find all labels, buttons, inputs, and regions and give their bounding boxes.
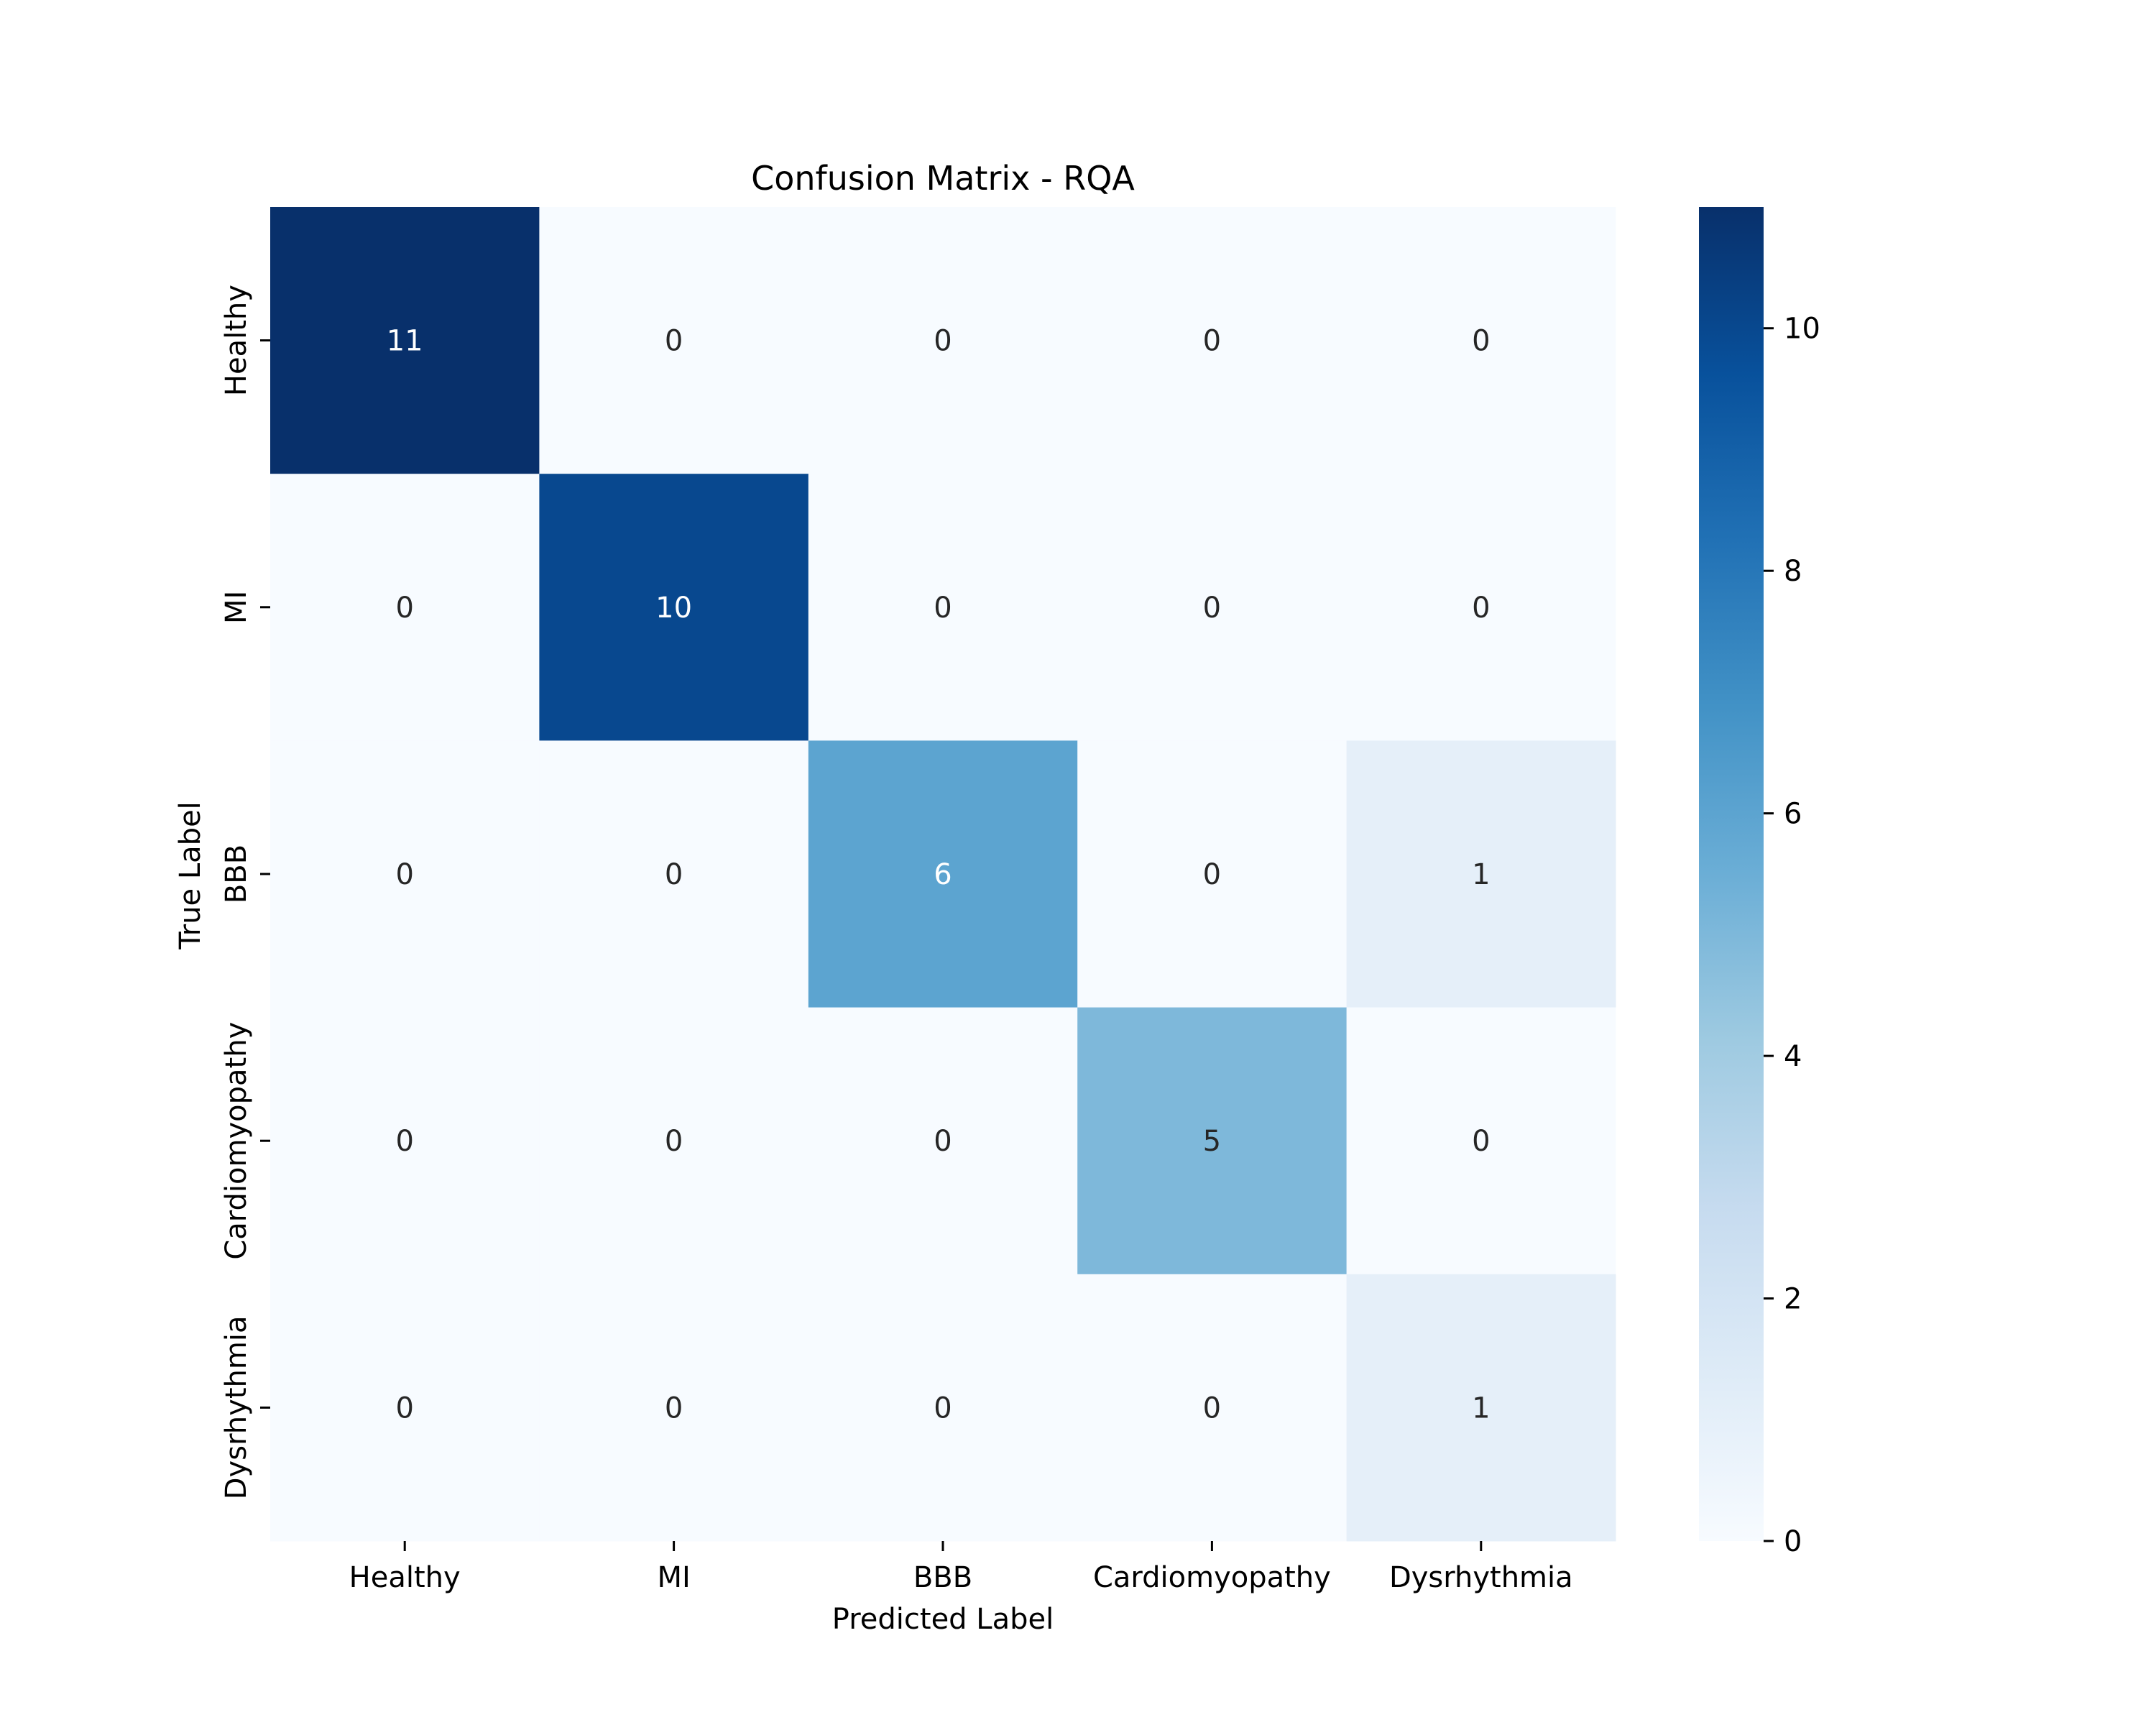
cell-value-1-1: 10	[655, 592, 692, 625]
cell-value-2-1: 0	[665, 858, 683, 891]
heatmap-cell-2-4	[1346, 740, 1616, 1008]
heatmap-cell-0-0	[270, 207, 540, 474]
cell-value-2-0: 0	[395, 858, 413, 891]
heatmap-cell-1-3	[1077, 474, 1348, 741]
heatmap-cells	[270, 207, 1616, 1542]
heatmap-cell-4-0	[270, 1274, 540, 1542]
heatmap-cell-2-0	[270, 740, 540, 1008]
cell-value-4-0: 0	[395, 1392, 413, 1425]
heatmap-cell-0-3	[1077, 207, 1348, 474]
heatmap-cell-3-2	[808, 1007, 1078, 1275]
y-tick-label-2: BBB	[220, 845, 253, 903]
heatmap-cell-1-2	[808, 474, 1078, 741]
heatmap-cell-2-2	[808, 740, 1078, 1008]
colorbar-tick-label-0: 0	[1784, 1525, 1802, 1558]
x-tick-label-1: MI	[657, 1561, 690, 1594]
cell-value-1-0: 0	[395, 592, 413, 625]
colorbar-tick-label-2: 4	[1784, 1040, 1802, 1073]
heatmap-cell-3-0	[270, 1007, 540, 1275]
heatmap-cell-4-3	[1077, 1274, 1348, 1542]
x-tick-label-2: BBB	[913, 1561, 972, 1594]
x-axis-label: Predicted Label	[832, 1603, 1054, 1636]
cell-value-0-3: 0	[1203, 325, 1221, 358]
heatmap-cell-0-2	[808, 207, 1078, 474]
heatmap-cell-1-0	[270, 474, 540, 741]
cell-value-3-0: 0	[395, 1125, 413, 1158]
cell-value-0-0: 11	[387, 325, 423, 358]
cell-value-1-2: 0	[934, 592, 952, 625]
colorbar-ticks: 0 2 4 6 8 10	[1764, 313, 1820, 1558]
colorbar-tick-label-4: 8	[1784, 555, 1802, 588]
heatmap-cell-1-1	[539, 474, 809, 741]
colorbar-tick-label-5: 10	[1784, 313, 1820, 346]
colorbar-tick-label-3: 6	[1784, 798, 1802, 831]
cell-value-3-3: 5	[1203, 1125, 1221, 1158]
cell-value-1-4: 0	[1472, 592, 1490, 625]
cell-value-labels: 11 0 0 0 00 10 0 0 00 0 6 0 10 0 0 5 00 0 0 0 1	[387, 325, 1491, 1425]
heatmap-cell-4-4	[1346, 1274, 1616, 1542]
cell-value-4-1: 0	[665, 1392, 683, 1425]
cell-value-4-2: 0	[934, 1392, 952, 1425]
y-tick-label-4: Dysrhythmia	[220, 1316, 253, 1500]
heatmap-cell-2-3	[1077, 740, 1348, 1008]
cell-value-3-2: 0	[934, 1125, 952, 1158]
heatmap-cell-3-3	[1077, 1007, 1348, 1275]
heatmap-cell-4-2	[808, 1274, 1078, 1542]
y-axis-ticks: Healthy MI BBB Cardiomyopathy Dysrhythmia	[220, 285, 270, 1499]
cell-value-4-3: 0	[1203, 1392, 1221, 1425]
heatmap-cell-3-1	[539, 1007, 809, 1275]
cell-value-0-4: 0	[1472, 325, 1490, 358]
cell-value-2-2: 6	[934, 858, 952, 891]
heatmap-cell-1-4	[1346, 474, 1616, 741]
x-tick-label-0: Healthy	[349, 1561, 461, 1594]
chart-title: Confusion Matrix - RQA	[751, 159, 1135, 198]
cell-value-3-4: 0	[1472, 1125, 1490, 1158]
cell-value-2-4: 1	[1472, 858, 1490, 891]
y-tick-label-0: Healthy	[220, 285, 253, 396]
y-axis-label: True Label	[174, 801, 207, 950]
heatmap-cell-0-1	[539, 207, 809, 474]
x-tick-label-4: Dysrhythmia	[1389, 1561, 1573, 1594]
y-tick-label-1: MI	[220, 591, 253, 624]
y-tick-label-3: Cardiomyopathy	[220, 1022, 253, 1260]
cell-value-4-4: 1	[1472, 1392, 1490, 1425]
cell-value-3-1: 0	[665, 1125, 683, 1158]
x-axis-ticks: Healthy MI BBB Cardiomyopathy Dysrhythmia	[349, 1541, 1573, 1594]
heatmap-cell-0-4	[1346, 207, 1616, 474]
colorbar	[1699, 207, 1764, 1541]
colorbar-tick-label-1: 2	[1784, 1283, 1802, 1316]
cell-value-1-3: 0	[1203, 592, 1221, 625]
heatmap-cell-4-1	[539, 1274, 809, 1542]
cell-value-0-2: 0	[934, 325, 952, 358]
cell-value-0-1: 0	[665, 325, 683, 358]
cell-value-2-3: 0	[1203, 858, 1221, 891]
heatmap-cell-3-4	[1346, 1007, 1616, 1275]
x-tick-label-3: Cardiomyopathy	[1093, 1561, 1331, 1594]
heatmap-cell-2-1	[539, 740, 809, 1008]
